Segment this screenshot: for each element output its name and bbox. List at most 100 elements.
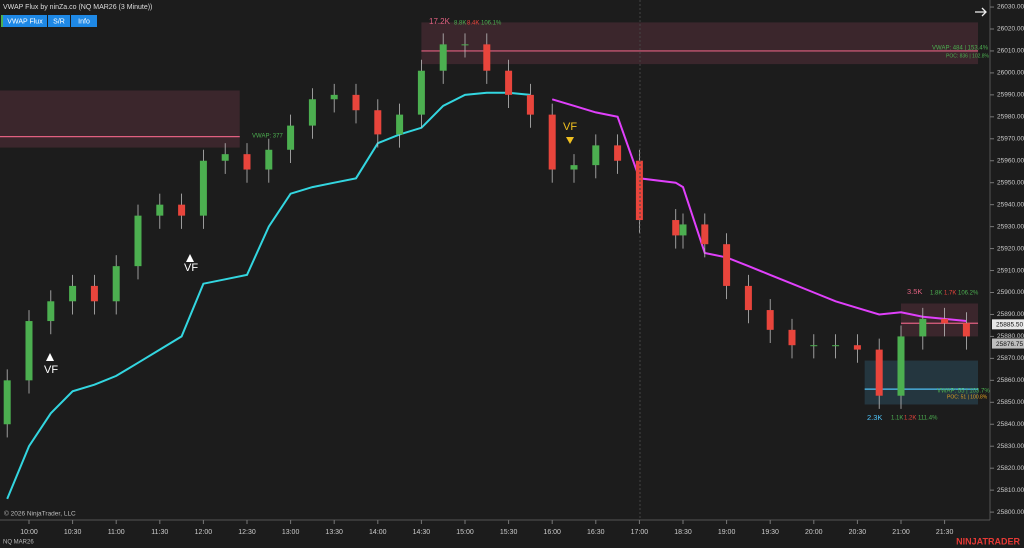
annotation: VF [184,262,198,274]
annotation: 1.8K [930,291,942,297]
vf-marker [46,353,54,361]
candle-body [701,224,709,245]
candle-body [69,285,77,302]
x-tick-label: 18:30 [674,529,692,536]
x-tick-label: 11:30 [151,529,168,536]
y-tick-label: 25890.00 [997,311,1024,318]
zone [0,90,240,148]
x-tick-label: 15:30 [500,529,518,536]
annotation: POC: 836 | 102.8% [946,53,990,59]
price-marker-label: 25876.75 [996,341,1023,348]
candle-body [178,204,186,216]
candle-body [90,285,98,302]
x-tick-label: 16:30 [587,529,605,536]
y-tick-label: 25830.00 [997,443,1024,450]
chart-title: VWAP Flux by ninZa.co (NQ MAR26 (3 Minut… [3,4,152,11]
x-tick-label: 11:00 [108,529,125,536]
x-tick-label: 12:30 [238,529,256,536]
candle-body [308,99,316,126]
y-tick-label: 25920.00 [997,245,1024,252]
x-tick-label: 21:30 [936,529,954,536]
annotation: 2.3K [867,413,882,422]
candle-body [679,224,687,236]
x-tick-label: 13:00 [282,529,300,536]
annotation: 3.5K [907,287,922,296]
candle-body [941,318,949,324]
y-tick-label: 25960.00 [997,157,1024,164]
x-tick-label: 10:30 [64,529,82,536]
y-tick-label: 25810.00 [997,487,1024,494]
candle-body [962,323,970,337]
arrow-icon[interactable] [975,7,987,17]
annotation: 17.2K [429,17,451,26]
annotation: 8.4K [467,21,479,27]
y-tick-label: 25980.00 [997,114,1024,121]
annotation: VWAP: 484 | 153.4% [932,46,989,52]
y-tick-label: 25910.00 [997,267,1024,274]
y-tick-label: 25970.00 [997,136,1024,143]
x-tick-label: 13:30 [325,529,343,536]
plot-area [0,22,979,500]
annotation: 111.4% [918,416,938,422]
y-tick-label: 25990.00 [997,92,1024,99]
annotation: 1.7K [944,291,956,297]
candle-body [221,154,229,161]
zone [864,360,979,405]
candle-body [592,145,600,166]
button-label[interactable]: VWAP Flux [7,18,43,25]
x-tick-label: 17:00 [631,529,649,536]
candle-body [265,149,273,170]
candle-body [723,244,731,286]
x-tick-label: 19:00 [718,529,736,536]
active-strip [1,15,3,27]
annotation: VWAP: 377 [252,134,283,140]
annotation: POC: 51 | 100.8% [947,394,988,400]
candle-body [3,380,11,425]
candle-body [417,70,425,115]
x-tick-label: 12:00 [195,529,213,536]
x-tick-label: 20:00 [805,529,823,536]
candle-body [134,215,142,267]
y-tick-label: 25870.00 [997,355,1024,362]
candle-body [897,336,905,396]
button[interactable] [3,15,47,27]
x-tick-label: 14:30 [413,529,431,536]
candle-body [744,285,752,311]
annotation: 1.2K [904,416,916,422]
candle-body [614,145,622,161]
candle-body [526,94,534,115]
button-label[interactable]: S/R [53,18,65,25]
y-tick-label: 25930.00 [997,223,1024,230]
candle-body [25,321,33,381]
y-tick-label: 26000.00 [997,70,1024,77]
candle-body [672,220,680,236]
vwap-line [6,91,531,500]
x-tick-label: 14:00 [369,529,387,536]
button-label[interactable]: Info [78,18,90,25]
annotation: 106.2% [958,291,979,297]
price-marker [992,319,1024,330]
candle-body [505,70,513,95]
annotation: VF [563,121,577,133]
candle-body [483,44,491,71]
annotation: 106.1% [481,21,502,27]
candle-body [243,154,251,170]
vf-marker [566,137,574,144]
y-tick-label: 25860.00 [997,377,1024,384]
candle-body [853,345,861,350]
candle-body [47,301,55,322]
candle-body [439,44,447,71]
x-tick-label: 16:00 [543,529,561,536]
vf-marker [186,254,194,262]
x-tick-label: 15:00 [456,529,474,536]
button[interactable] [71,15,97,27]
x-tick-label: 10:00 [20,529,38,536]
candle-body [548,114,556,170]
zone [421,22,979,65]
button[interactable] [48,15,70,27]
copyright: © 2026 NinjaTrader, LLC [4,510,76,518]
x-tick-label: 20:30 [849,529,867,536]
candle-body [374,110,382,135]
brand: NINJATRADER [956,536,1020,546]
y-tick-label: 25840.00 [997,421,1024,428]
